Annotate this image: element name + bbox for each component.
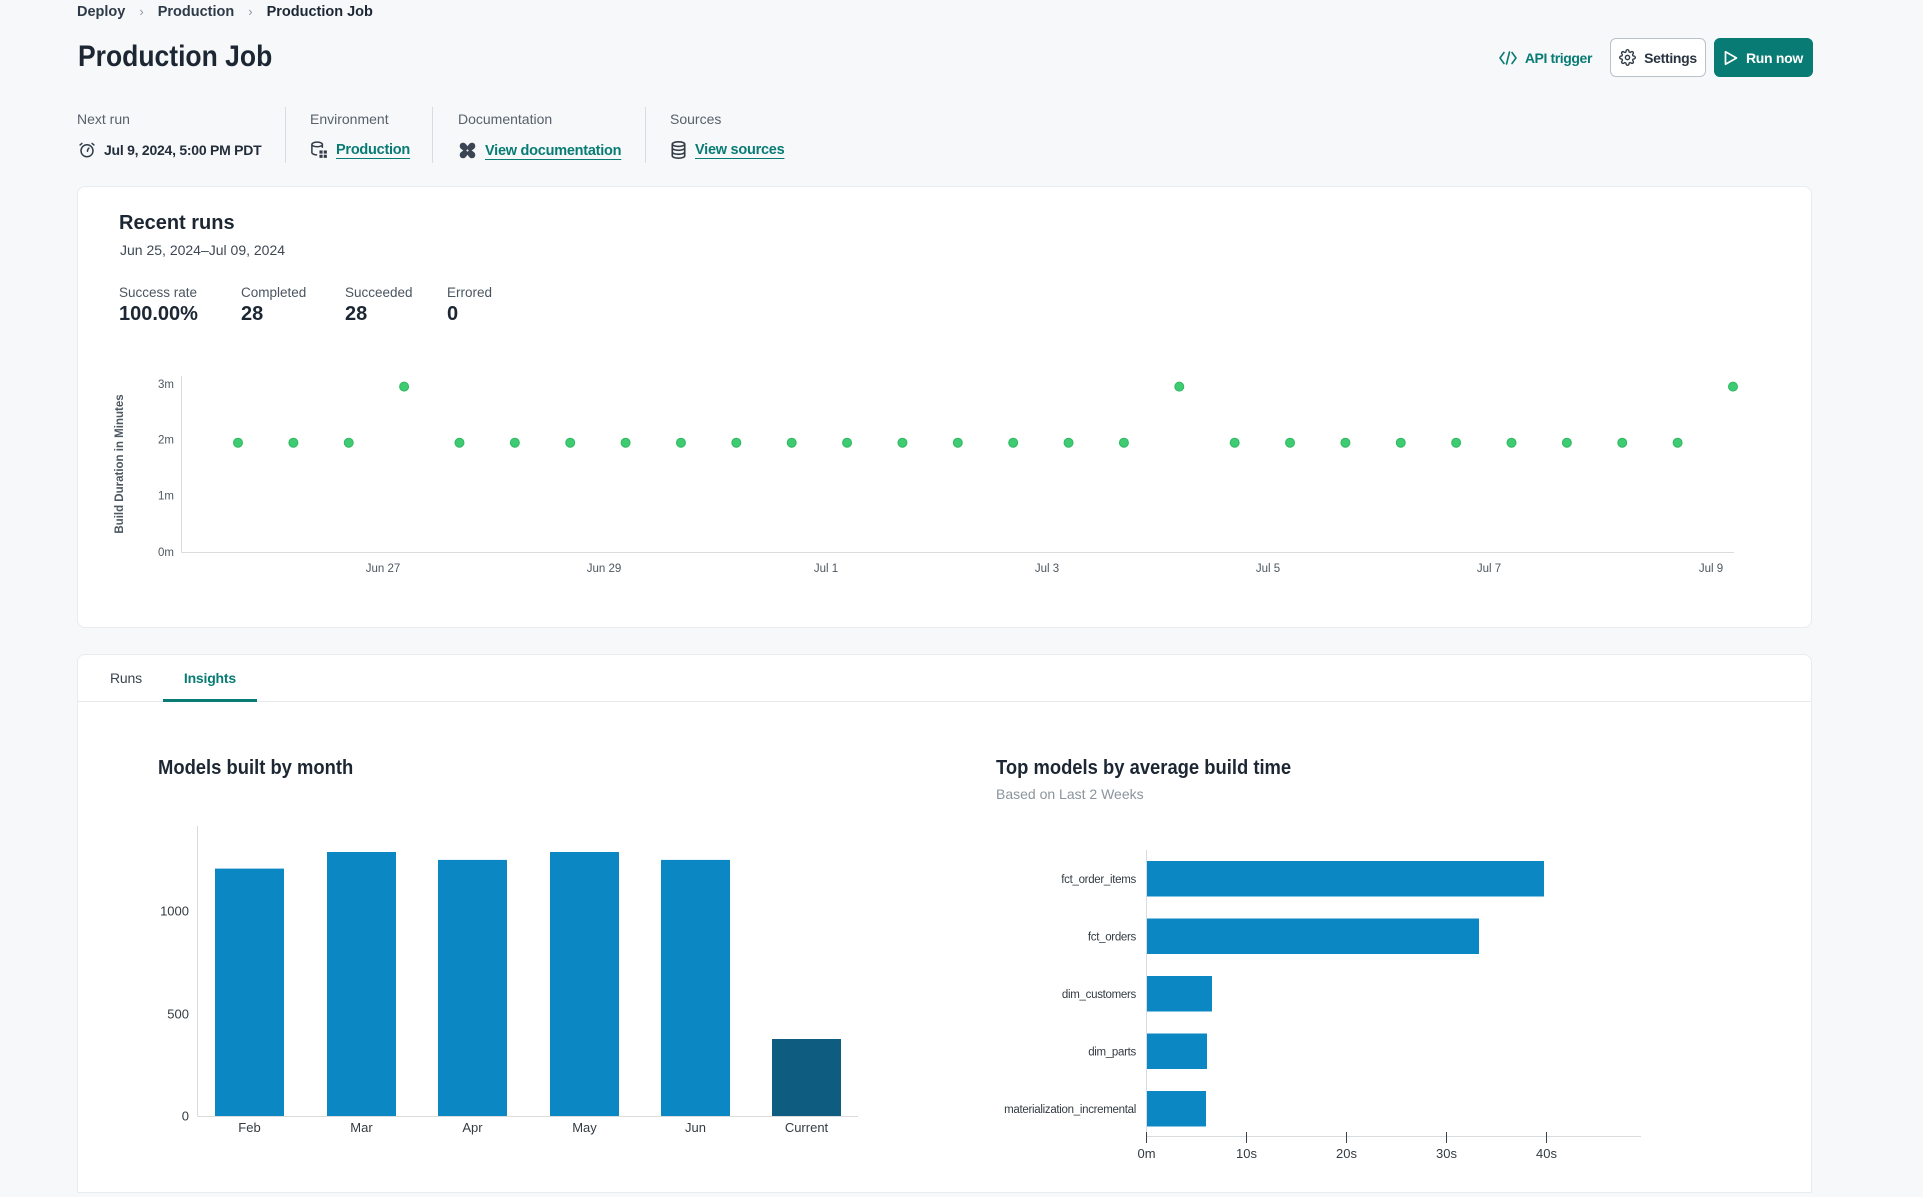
svg-text:40s: 40s	[1536, 1146, 1557, 1161]
svg-text:10s: 10s	[1236, 1146, 1257, 1161]
svg-text:Current: Current	[785, 1120, 829, 1135]
svg-text:Jul 7: Jul 7	[1477, 563, 1501, 575]
svg-text:1000: 1000	[160, 904, 189, 919]
svg-text:Jun 29: Jun 29	[587, 563, 622, 575]
svg-text:500: 500	[167, 1007, 189, 1022]
svg-text:Jul 5: Jul 5	[1256, 563, 1280, 575]
svg-text:1m: 1m	[158, 490, 174, 502]
svg-text:Jul 3: Jul 3	[1035, 563, 1059, 575]
svg-text:20s: 20s	[1336, 1146, 1357, 1161]
svg-text:0m: 0m	[1137, 1146, 1155, 1161]
svg-text:Jun 27: Jun 27	[366, 563, 401, 575]
svg-text:30s: 30s	[1436, 1146, 1457, 1161]
svg-text:materialization_incremental: materialization_incremental	[1004, 1104, 1136, 1116]
svg-text:Jul 1: Jul 1	[814, 563, 838, 575]
svg-text:Jun: Jun	[685, 1120, 706, 1135]
svg-text:Jul 9: Jul 9	[1699, 563, 1723, 575]
svg-text:fct_order_items: fct_order_items	[1061, 874, 1136, 886]
svg-text:Build Duration in Minutes: Build Duration in Minutes	[114, 394, 126, 533]
svg-text:Feb: Feb	[238, 1120, 260, 1135]
svg-text:fct_orders: fct_orders	[1088, 932, 1137, 944]
svg-text:dim_parts: dim_parts	[1088, 1047, 1136, 1059]
svg-text:Apr: Apr	[462, 1120, 483, 1135]
svg-text:3m: 3m	[158, 379, 174, 391]
svg-text:0: 0	[182, 1109, 189, 1124]
svg-text:May: May	[572, 1120, 597, 1135]
svg-text:2m: 2m	[158, 435, 174, 447]
svg-text:0m: 0m	[158, 547, 174, 559]
svg-text:Mar: Mar	[350, 1120, 373, 1135]
svg-text:dim_customers: dim_customers	[1062, 989, 1137, 1001]
